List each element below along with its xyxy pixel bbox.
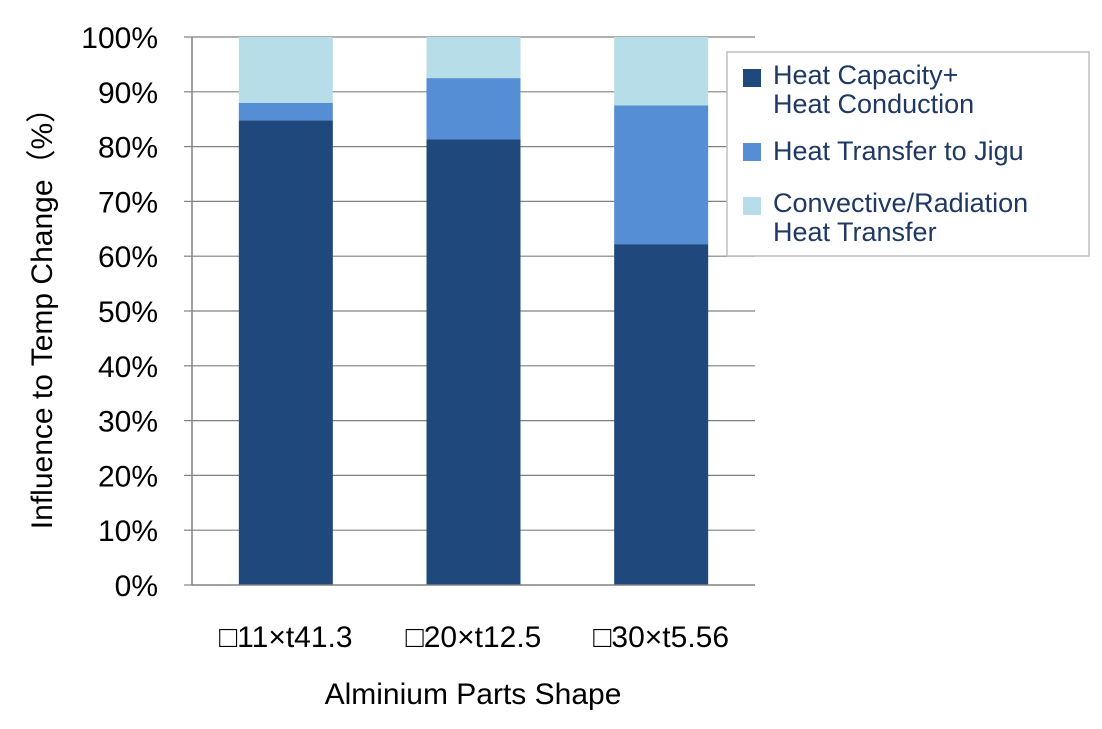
x-axis-title: Alminium Parts Shape xyxy=(325,678,622,711)
legend: Heat Capacity+Heat Conduction Heat Transf… xyxy=(726,51,1090,257)
legend-label: Convective/Radiation xyxy=(773,188,1028,218)
legend-label: Heat Transfer xyxy=(773,217,937,247)
y-tick-label: 40% xyxy=(98,351,158,384)
x-tick-label: □30×t5.56 xyxy=(593,621,729,654)
y-tick-label: 20% xyxy=(98,460,158,493)
y-tick-label: 70% xyxy=(98,186,158,219)
legend-label: Heat Conduction xyxy=(773,89,974,119)
y-tick-label: 60% xyxy=(98,241,158,274)
bar-segment-series-2 xyxy=(238,102,333,121)
y-tick-label: 0% xyxy=(115,570,158,603)
x-tick-labels: □11×t41.3 □20×t12.5 □30×t5.56 xyxy=(219,621,729,654)
y-axis-title: Influence to Temp Change（%） xyxy=(26,93,59,529)
legend-box xyxy=(726,51,1090,257)
legend-swatch xyxy=(743,143,761,161)
bar-segment-series-2 xyxy=(614,105,709,245)
bar-segment-series-1 xyxy=(238,120,333,586)
bar-segment-series-1 xyxy=(614,244,709,586)
y-tick-label: 80% xyxy=(98,132,158,165)
y-tick-labels: 0% 10% 20% 30% 40% 50% 60% 70% 80% 90% 100% xyxy=(81,22,192,603)
legend-label: Heat Capacity+ xyxy=(773,60,958,90)
bar-segment-series-2 xyxy=(426,78,521,140)
legend-swatch xyxy=(743,69,761,87)
bar-segment-series-3 xyxy=(238,37,333,103)
x-tick-label: □11×t41.3 xyxy=(219,621,353,654)
y-tick-label: 10% xyxy=(98,515,158,548)
legend-label: Heat Transfer to Jigu xyxy=(773,136,1024,166)
x-tick-label: □20×t12.5 xyxy=(406,621,542,654)
y-tick-label: 100% xyxy=(81,22,158,55)
legend-swatch xyxy=(743,197,761,215)
y-tick-label: 30% xyxy=(98,406,158,439)
bar-segment-series-3 xyxy=(426,37,521,79)
y-tick-label: 50% xyxy=(98,296,158,329)
bar-segment-series-1 xyxy=(426,139,521,585)
y-tick-label: 90% xyxy=(98,77,158,110)
bar-segment-series-3 xyxy=(614,37,709,106)
bars xyxy=(238,37,709,586)
